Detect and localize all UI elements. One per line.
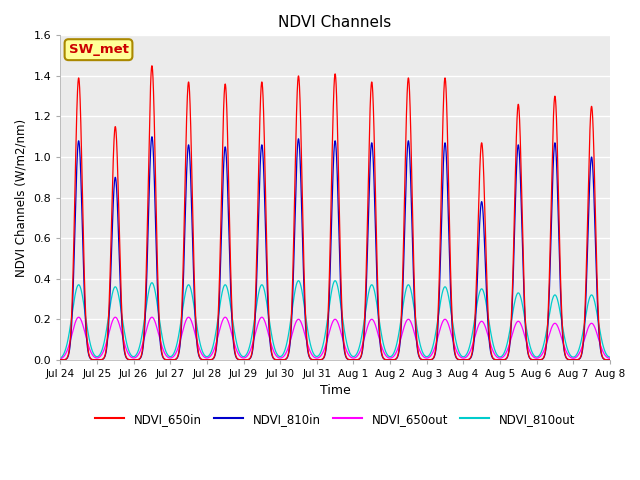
NDVI_810out [56, 355, 64, 361]
NDVI_810in [606, 357, 614, 363]
NDVI_810in [148, 134, 156, 140]
NDVI_650in [493, 357, 501, 363]
Line: NDVI_650in: NDVI_650in [60, 66, 610, 360]
Title: NDVI Channels: NDVI Channels [278, 15, 392, 30]
X-axis label: Time: Time [320, 384, 351, 397]
NDVI_810out [84, 329, 92, 335]
Line: NDVI_650out: NDVI_650out [60, 317, 610, 359]
Line: NDVI_810out: NDVI_810out [60, 281, 610, 358]
Line: NDVI_810in: NDVI_810in [60, 137, 610, 360]
NDVI_810in [381, 357, 389, 362]
NDVI_810out [464, 349, 472, 355]
NDVI_810out [255, 287, 263, 293]
NDVI_650out [606, 355, 614, 361]
NDVI_810out [294, 278, 302, 284]
NDVI_650out [381, 352, 389, 358]
NDVI_650out [493, 354, 501, 360]
Y-axis label: NDVI Channels (W/m2/nm): NDVI Channels (W/m2/nm) [15, 119, 28, 276]
NDVI_650in [84, 346, 92, 351]
Text: SW_met: SW_met [68, 43, 129, 56]
NDVI_650in [56, 357, 64, 363]
NDVI_650out [255, 317, 263, 323]
NDVI_650in [406, 89, 413, 95]
NDVI_650in [381, 357, 389, 362]
NDVI_650out [56, 356, 64, 362]
NDVI_810out [381, 348, 389, 354]
NDVI_810in [84, 348, 92, 354]
NDVI_650out [84, 341, 92, 347]
NDVI_650in [255, 136, 263, 142]
Legend: NDVI_650in, NDVI_810in, NDVI_650out, NDVI_810out: NDVI_650in, NDVI_810in, NDVI_650out, NDV… [90, 408, 580, 431]
NDVI_650in [464, 357, 472, 362]
NDVI_810out [406, 283, 413, 289]
NDVI_650in [148, 63, 156, 69]
NDVI_810in [56, 357, 64, 363]
NDVI_810in [255, 186, 263, 192]
NDVI_650out [464, 353, 472, 359]
NDVI_810in [406, 149, 413, 155]
NDVI_810in [493, 357, 501, 363]
NDVI_810out [606, 354, 614, 360]
NDVI_650in [606, 357, 614, 363]
NDVI_810in [464, 357, 472, 362]
NDVI_810out [493, 352, 501, 358]
NDVI_650out [258, 314, 266, 320]
NDVI_650out [406, 317, 413, 323]
